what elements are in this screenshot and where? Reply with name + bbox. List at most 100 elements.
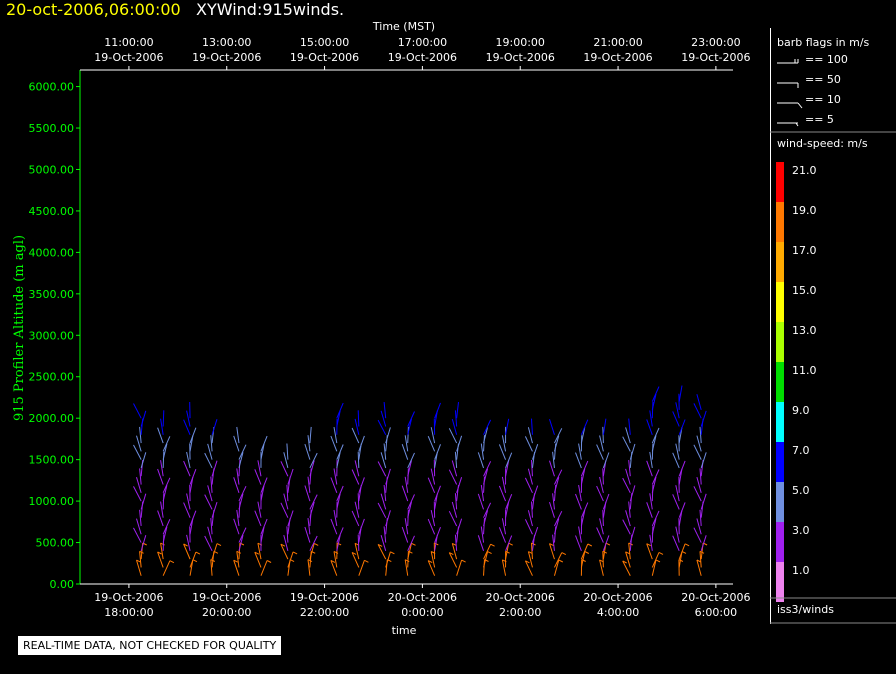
wind-barb (531, 418, 533, 435)
wind-barb (160, 460, 164, 477)
wind-barbs (133, 385, 708, 576)
wind-barb (434, 527, 441, 543)
wind-barb (427, 518, 436, 535)
wind-barb (602, 493, 610, 510)
wind-barb-flag (404, 559, 410, 563)
wind-barb (454, 534, 458, 551)
wind-barb (380, 493, 387, 510)
wind-barb (377, 419, 387, 436)
wind-barb (505, 535, 513, 552)
legend-source: iss3/winds (777, 603, 834, 616)
wind-barb (233, 435, 240, 452)
wind-barb (351, 510, 360, 527)
wind-barb (651, 510, 660, 527)
wind-barb (693, 403, 702, 419)
wind-barb (211, 543, 218, 560)
wind-barb (136, 477, 142, 493)
wind-barb (646, 502, 653, 518)
wind-barb-flag (584, 551, 590, 554)
wind-barb (672, 535, 680, 552)
wind-barb (553, 518, 560, 535)
wind-barb (407, 551, 409, 568)
wind-barb-flag (236, 550, 242, 554)
wind-barb (651, 518, 657, 535)
wind-barb (183, 543, 191, 560)
wind-barb (133, 527, 142, 543)
wind-barb-flag (622, 560, 627, 564)
color-swatch (776, 242, 784, 282)
wind-barb (480, 484, 485, 502)
wind-barb-flag (157, 551, 162, 555)
wind-barb (307, 476, 311, 493)
wind-barb (549, 460, 555, 477)
top-axis-title: Time (MST) (372, 20, 435, 33)
wind-barb-flag (390, 551, 395, 555)
wind-barb (524, 560, 533, 576)
wind-barb (133, 444, 142, 460)
y-tick-label: 6000.00 (29, 81, 75, 94)
wind-barb (407, 418, 412, 435)
wind-barb (204, 452, 213, 469)
wind-barb (204, 535, 213, 552)
top-tick-time: 11:00:00 (104, 36, 153, 49)
wind-barb (204, 494, 213, 510)
wind-barb (139, 551, 142, 568)
wind-barb (456, 518, 463, 535)
wind-barb (160, 543, 164, 560)
wind-barb (354, 501, 360, 518)
wind-barb (189, 469, 197, 485)
wind-barb (646, 460, 653, 477)
wind-barb (407, 535, 415, 552)
wind-barb (140, 410, 147, 427)
wind-barb (407, 509, 409, 526)
wind-barb (649, 451, 653, 469)
wind-barb (160, 418, 164, 435)
top-tick-time: 21:00:00 (593, 36, 642, 49)
wind-barb (358, 477, 365, 493)
wind-barb-flag (411, 542, 416, 546)
wind-barb (477, 452, 485, 469)
wind-barb (385, 551, 391, 568)
top-tick-date: 19-Oct-2006 (192, 51, 261, 64)
wind-barb (483, 551, 489, 568)
wind-barb (578, 485, 582, 502)
color-swatch (776, 202, 784, 242)
wind-barb (501, 559, 507, 576)
wind-barb-flag (336, 542, 342, 546)
wind-barb (552, 493, 555, 510)
wind-barb (454, 493, 458, 510)
wind-barb (385, 427, 391, 444)
wind-barb (407, 501, 412, 518)
wind-barb (531, 542, 533, 560)
wind-barb (549, 543, 555, 560)
wind-barb-flag (280, 543, 286, 547)
wind-barb (599, 476, 604, 493)
wind-barb (238, 452, 244, 469)
wind-barb (483, 476, 485, 493)
wind-barb (210, 476, 213, 493)
wind-barb (380, 452, 387, 469)
wind-barb (596, 444, 604, 460)
top-tick-date: 19-Oct-2006 (486, 51, 555, 64)
wind-barb (351, 552, 360, 568)
wind-barb (309, 426, 312, 444)
wind-barb (646, 419, 653, 435)
wind-barb-flag (330, 559, 336, 563)
wind-barb (133, 486, 142, 502)
wind-barb (183, 460, 191, 477)
wind-barb (383, 443, 387, 460)
wind-barb (280, 502, 289, 518)
wind-barb (407, 494, 415, 510)
wind-barb (260, 477, 268, 493)
x-tick-date: 19-Oct-2006 (192, 591, 261, 604)
wind-barb (287, 468, 294, 485)
wind-barb (527, 427, 533, 444)
wind-barb (578, 443, 582, 460)
wind-barb (451, 543, 458, 560)
wind-barb (448, 469, 458, 485)
wind-barb (678, 502, 686, 518)
wind-barb (238, 534, 244, 551)
wind-barb-flag (561, 552, 567, 556)
wind-barb (483, 435, 485, 452)
wind-barb-flag (160, 542, 165, 546)
